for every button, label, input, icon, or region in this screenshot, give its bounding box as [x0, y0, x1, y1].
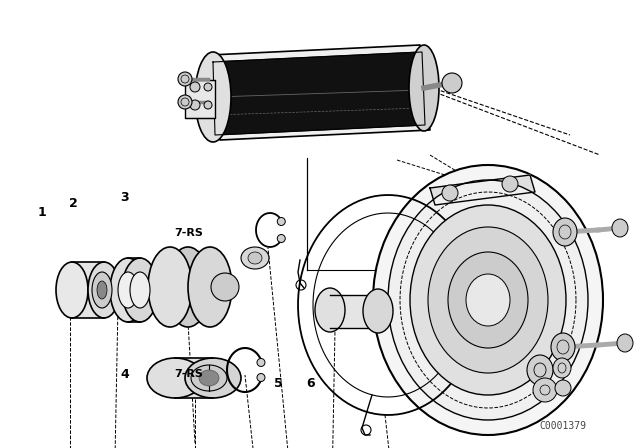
- Ellipse shape: [617, 334, 633, 352]
- Ellipse shape: [122, 258, 158, 322]
- Ellipse shape: [373, 165, 603, 435]
- Bar: [128, 258, 140, 322]
- Ellipse shape: [257, 358, 265, 366]
- Ellipse shape: [527, 355, 553, 385]
- Ellipse shape: [211, 273, 239, 301]
- Ellipse shape: [56, 262, 88, 318]
- Text: 3: 3: [120, 190, 129, 204]
- Ellipse shape: [277, 217, 285, 225]
- Ellipse shape: [409, 45, 439, 131]
- Ellipse shape: [130, 272, 150, 308]
- Ellipse shape: [533, 378, 557, 402]
- Ellipse shape: [92, 272, 112, 308]
- Ellipse shape: [363, 289, 393, 333]
- Ellipse shape: [388, 180, 588, 420]
- Bar: [105, 282, 210, 292]
- Ellipse shape: [248, 252, 262, 264]
- Ellipse shape: [190, 100, 200, 110]
- Ellipse shape: [466, 274, 510, 326]
- Ellipse shape: [148, 247, 192, 327]
- Ellipse shape: [241, 247, 269, 269]
- Ellipse shape: [88, 262, 120, 318]
- Ellipse shape: [110, 258, 146, 322]
- Text: 1: 1: [37, 206, 46, 220]
- Ellipse shape: [428, 227, 548, 373]
- Ellipse shape: [410, 205, 566, 395]
- Ellipse shape: [118, 272, 138, 308]
- Ellipse shape: [502, 176, 518, 192]
- Ellipse shape: [553, 218, 577, 246]
- Text: 6: 6: [306, 376, 315, 390]
- Ellipse shape: [178, 95, 192, 109]
- Ellipse shape: [97, 281, 107, 299]
- Ellipse shape: [195, 52, 231, 142]
- Bar: [185, 80, 215, 118]
- Text: 2: 2: [69, 197, 78, 211]
- Ellipse shape: [147, 358, 203, 398]
- Text: 7-RS: 7-RS: [174, 228, 204, 238]
- Text: C0001379: C0001379: [540, 421, 587, 431]
- Ellipse shape: [442, 185, 458, 201]
- Bar: [330, 295, 378, 328]
- Ellipse shape: [315, 288, 345, 332]
- Bar: [72, 262, 104, 318]
- Ellipse shape: [277, 234, 285, 242]
- Ellipse shape: [199, 370, 219, 386]
- Polygon shape: [213, 52, 425, 135]
- Text: 5: 5: [274, 376, 283, 390]
- Ellipse shape: [551, 333, 575, 361]
- Ellipse shape: [257, 374, 265, 382]
- Ellipse shape: [442, 73, 462, 93]
- Bar: [175, 358, 213, 398]
- Text: 7-RS: 7-RS: [174, 369, 204, 379]
- Ellipse shape: [190, 82, 200, 92]
- Ellipse shape: [555, 380, 571, 396]
- Ellipse shape: [185, 358, 241, 398]
- Polygon shape: [210, 45, 430, 140]
- Ellipse shape: [178, 72, 192, 86]
- Ellipse shape: [448, 252, 528, 348]
- Ellipse shape: [204, 83, 212, 91]
- Polygon shape: [430, 175, 535, 205]
- Ellipse shape: [166, 247, 210, 327]
- Ellipse shape: [612, 219, 628, 237]
- Text: 4: 4: [120, 367, 129, 381]
- Ellipse shape: [204, 101, 212, 109]
- Ellipse shape: [188, 247, 232, 327]
- Ellipse shape: [553, 358, 571, 378]
- Ellipse shape: [191, 365, 227, 391]
